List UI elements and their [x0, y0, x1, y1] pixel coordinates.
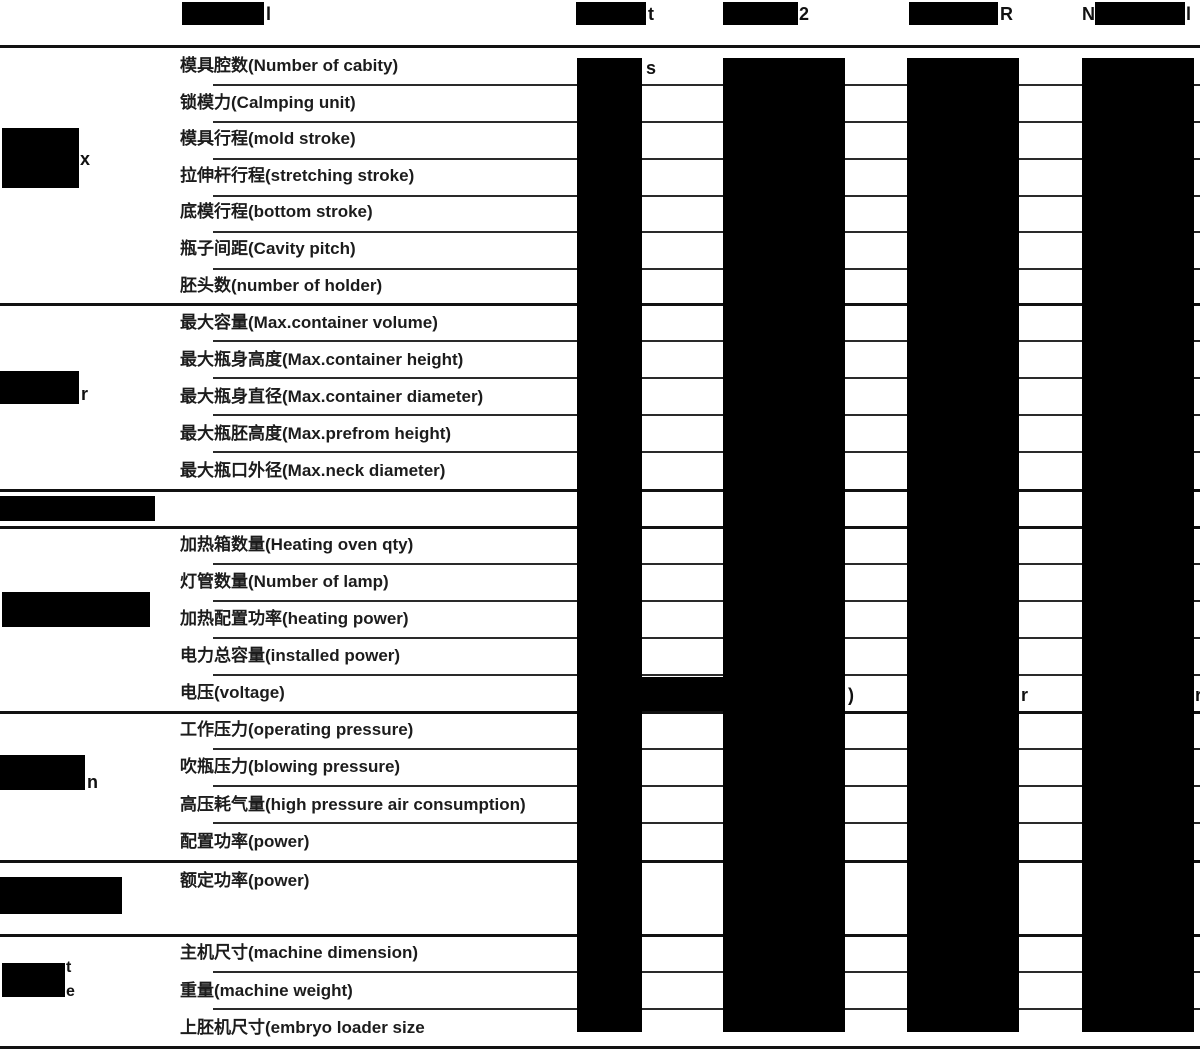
row-label-blowing-pressure: 吹瓶压力(blowing pressure) — [180, 757, 401, 776]
column-header-4-fragment-end: l — [1186, 4, 1192, 24]
row-divider — [213, 637, 1200, 639]
row-label-oven-qty: 加热箱数量(Heating oven qty) — [180, 535, 414, 554]
row-divider — [213, 971, 1200, 973]
row-label-cavity-pitch: 瓶子间距(Cavity pitch) — [180, 239, 356, 258]
redacted-column-header-1 — [576, 2, 646, 25]
redacted-group-label-container — [0, 371, 79, 404]
voltage-fragment-r1: r — [1021, 685, 1029, 705]
row-divider — [213, 414, 1200, 416]
redacted-value-column-3 — [907, 58, 1019, 1032]
row-label-holder-number: 胚头数(number of holder) — [180, 276, 383, 295]
row-label-cavity-number: 模具腔数(Number of cabity) — [180, 56, 399, 75]
group-label-mold-fragment: x — [80, 149, 91, 169]
row-label-rated-power: 额定功率(power) — [180, 871, 310, 890]
redacted-value-column-1 — [577, 58, 642, 1032]
row-divider — [213, 451, 1200, 453]
row-label-clamping-unit: 锁模力(Calmping unit) — [180, 93, 356, 112]
row-label-max-volume: 最大容量(Max.container volume) — [180, 313, 438, 332]
redacted-group-label-air — [0, 755, 85, 790]
row-divider — [213, 195, 1200, 197]
redacted-column-header-3 — [909, 2, 998, 25]
row-divider — [213, 268, 1200, 270]
redacted-output-row-label — [0, 496, 155, 521]
voltage-fragment-r2: r — [1195, 685, 1200, 705]
row-label-neck-diameter: 最大瓶口外径(Max.neck diameter) — [180, 461, 446, 480]
redacted-group-label-size — [2, 963, 65, 997]
redacted-group-label-power — [0, 877, 122, 914]
row-divider — [213, 748, 1200, 750]
value-fragment-row1: s — [646, 58, 657, 78]
row-divider — [213, 377, 1200, 379]
row-divider — [213, 158, 1200, 160]
redacted-value-column-2 — [723, 58, 845, 1032]
row-label-heating-power: 加热配置功率(heating power) — [180, 609, 409, 628]
group-label-container-fragment: r — [81, 384, 89, 404]
row-divider — [213, 1008, 1200, 1010]
group-label-air-fragment: n — [87, 772, 98, 792]
group-label-size-fragment-top: t — [66, 959, 72, 976]
column-header-1-fragment: t — [648, 4, 654, 24]
row-label-bottom-stroke: 底模行程(bottom stroke) — [180, 202, 373, 221]
row-label-machine-weight: 重量(machine weight) — [180, 981, 353, 1000]
row-label-mold-stroke: 模具行程(mold stroke) — [180, 129, 356, 148]
group-label-size-fragment-bottom: e — [66, 983, 75, 1000]
row-label-voltage: 电压(voltage) — [180, 683, 285, 702]
header-divider — [0, 45, 1200, 48]
row-divider — [213, 674, 1200, 676]
model-header-fragment: l — [266, 4, 272, 24]
row-label-lamp-number: 灯管数量(Number of lamp) — [180, 572, 389, 591]
row-divider — [213, 121, 1200, 123]
row-divider — [213, 822, 1200, 824]
row-label-max-height: 最大瓶身高度(Max.container height) — [180, 350, 464, 369]
row-label-max-diameter: 最大瓶身直径(Max.container diameter) — [180, 387, 484, 406]
redacted-voltage-value-extension — [642, 677, 724, 711]
redacted-column-header-4 — [1095, 2, 1185, 25]
redacted-column-header-2 — [723, 2, 798, 25]
row-divider — [213, 84, 1200, 86]
row-divider — [213, 340, 1200, 342]
row-divider — [213, 785, 1200, 787]
row-label-air-consumption: 高压耗气量(high pressure air consumption) — [180, 795, 526, 814]
row-label-preform-height: 最大瓶胚高度(Max.prefrom height) — [180, 424, 452, 443]
row-label-installed-power: 电力总容量(installed power) — [180, 646, 401, 665]
redacted-value-column-4 — [1082, 58, 1194, 1032]
column-header-4-fragment-start: N — [1082, 4, 1095, 24]
table-bottom-rule — [0, 1046, 1200, 1049]
row-divider — [213, 563, 1200, 565]
row-label-configured-power: 配置功率(power) — [180, 832, 310, 851]
row-divider — [213, 231, 1200, 233]
redacted-group-label-heating — [2, 592, 150, 627]
row-label-loader-size: 上胚机尺寸(embryo loader size — [180, 1018, 425, 1037]
row-label-operating-pressure: 工作压力(operating pressure) — [180, 720, 414, 739]
voltage-fragment-paren: ) — [848, 685, 854, 705]
redacted-model-header — [182, 2, 264, 25]
row-label-stretch-stroke: 拉伸杆行程(stretching stroke) — [180, 166, 415, 185]
column-header-2-fragment: 2 — [799, 4, 810, 24]
row-label-machine-dimension: 主机尺寸(machine dimension) — [180, 943, 419, 962]
row-divider — [213, 600, 1200, 602]
column-header-3-fragment: R — [1000, 4, 1013, 24]
redacted-group-label-mold — [2, 128, 79, 188]
